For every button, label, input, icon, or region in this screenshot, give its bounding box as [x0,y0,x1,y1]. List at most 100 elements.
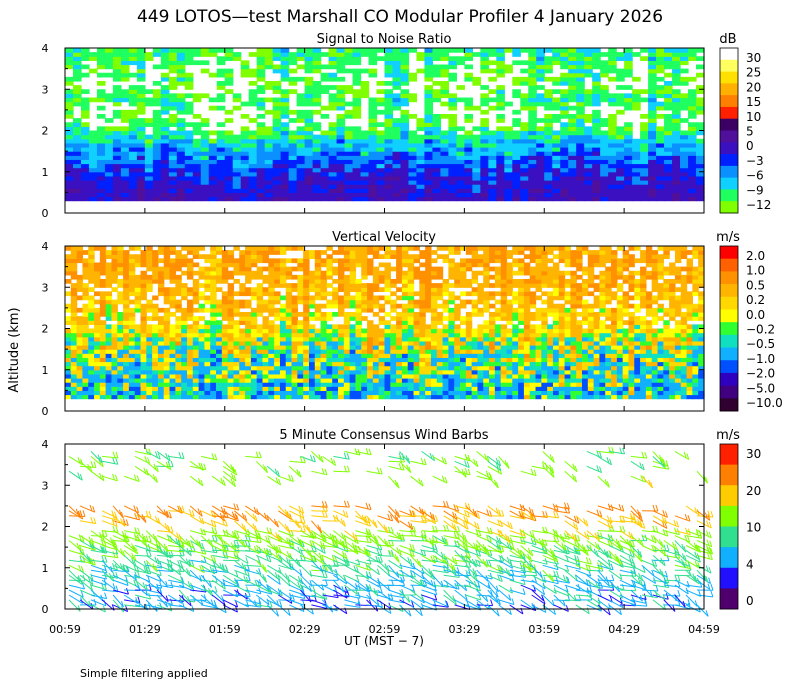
snr-cell [128,130,138,136]
velocity-cell [128,349,136,354]
velocity-cell [494,328,502,334]
velocity-cell [152,382,159,387]
velocity-cell [175,262,182,268]
velocity-cell [396,345,403,350]
snr-cell [648,171,657,177]
snr-cell [360,171,370,177]
velocity-cell [506,345,513,350]
velocity-cell [152,353,159,358]
velocity-cell [367,365,374,371]
velocity-cell [285,340,293,346]
velocity-cell [320,365,328,371]
velocity-cell [465,291,473,297]
colorbar-swatch [720,165,738,179]
snr-cell [600,180,609,185]
snr-cell [536,196,545,202]
velocity-cell [378,386,386,391]
snr-cell [304,97,314,103]
snr-cell [560,105,569,111]
snr-cell [536,134,545,140]
snr-cell [232,188,242,193]
velocity-cell [297,345,304,350]
snr-cell [696,155,705,160]
velocity-cell [489,250,496,255]
snr-cell [256,167,266,173]
velocity-cell [378,345,386,350]
snr-cell [496,171,505,177]
snr-cell [168,151,178,156]
velocity-cell [506,307,513,313]
snr-cell [536,138,545,144]
snr-cell [328,175,338,181]
snr-cell [384,60,394,66]
snr-cell [344,85,354,90]
snr-cell [648,167,657,173]
velocity-cell [105,312,113,317]
velocity-cell [216,258,223,264]
snr-cell [88,52,98,57]
snr-cell [184,155,194,160]
snr-cell [232,147,242,152]
velocity-cell [430,291,438,297]
snr-cell [368,196,378,202]
velocity-cell [65,328,72,334]
snr-cell [528,56,537,61]
velocity-cell [76,307,84,313]
snr-cell [592,56,601,61]
snr-cell [536,85,545,90]
velocity-cell [221,270,229,276]
velocity-cell [448,291,455,297]
snr-cell [552,105,561,111]
snr-cell [320,105,330,111]
snr-cell [672,89,681,94]
snr-cell [496,52,505,57]
velocity-cell [314,378,322,383]
snr-cell [440,85,449,90]
velocity-cell [157,283,165,288]
snr-cell [384,180,394,185]
velocity-cell [425,336,432,342]
velocity-cell [471,303,479,309]
snr-cell [368,171,378,177]
snr-cell [176,192,186,198]
velocity-cell [512,390,519,396]
snr-cell [600,130,609,136]
velocity-cell [442,353,449,358]
snr-cell [600,72,609,78]
snr-cell [272,134,282,140]
snr-cell [384,101,394,107]
snr-cell [216,48,226,53]
velocity-cell [384,299,391,305]
snr-cell [376,109,386,115]
velocity-cell [181,316,188,321]
snr-cell [648,138,657,144]
velocity-cell [518,345,525,350]
velocity-cell [146,386,153,391]
velocity-cell [82,373,89,379]
snr-cell [616,134,625,140]
velocity-cell [175,316,182,321]
snr-cell [480,151,489,156]
velocity-cell [483,295,490,301]
velocity-cell [268,320,275,325]
snr-cell [112,48,122,53]
velocity-cell [117,386,124,391]
velocity-cell [216,279,223,284]
snr-cell [376,192,386,198]
snr-cell [480,167,489,173]
velocity-cell [494,378,502,383]
snr-cell [392,52,402,57]
velocity-cell [436,340,444,346]
snr-cell [496,188,505,193]
velocity-cell [65,386,72,391]
velocity-cell [471,349,479,354]
velocity-cell [338,349,345,354]
snr-cell [80,151,90,156]
velocity-cell [454,303,461,309]
velocity-cell [396,270,403,276]
velocity-cell [500,365,508,371]
snr-cell [640,163,649,169]
velocity-cell [99,373,107,379]
snr-cell [312,138,322,144]
